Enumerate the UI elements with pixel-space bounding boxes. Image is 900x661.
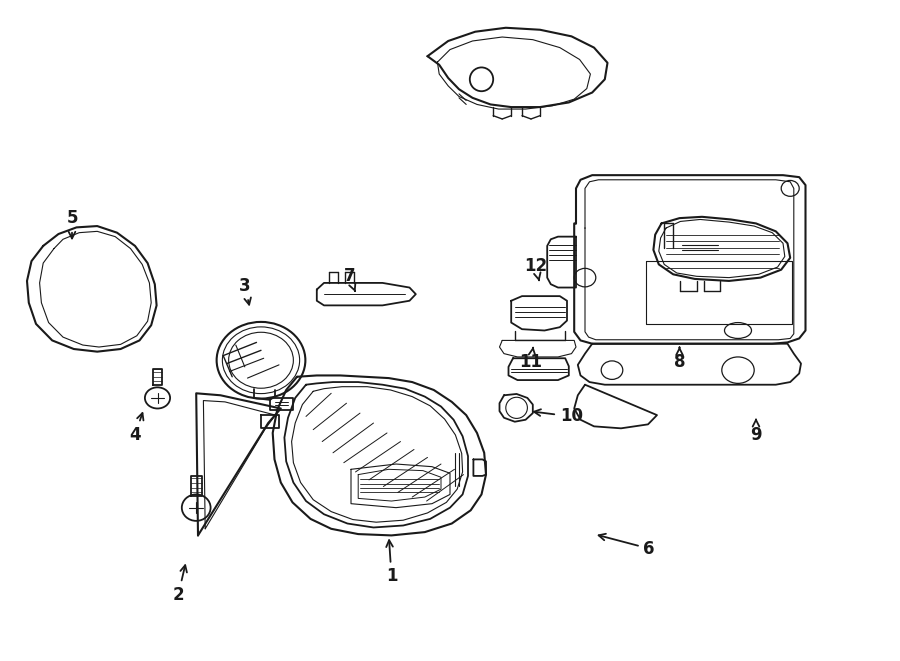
Text: 3: 3 (239, 276, 251, 305)
Text: 12: 12 (524, 256, 547, 280)
Text: 4: 4 (130, 413, 143, 444)
Text: 10: 10 (534, 407, 583, 426)
Text: 6: 6 (598, 534, 655, 558)
Text: 7: 7 (344, 267, 356, 291)
Text: 9: 9 (751, 420, 761, 444)
Text: 2: 2 (173, 565, 187, 604)
Text: 8: 8 (674, 348, 685, 371)
Text: 1: 1 (386, 540, 397, 586)
Text: 11: 11 (519, 348, 543, 371)
Text: 5: 5 (67, 209, 77, 239)
